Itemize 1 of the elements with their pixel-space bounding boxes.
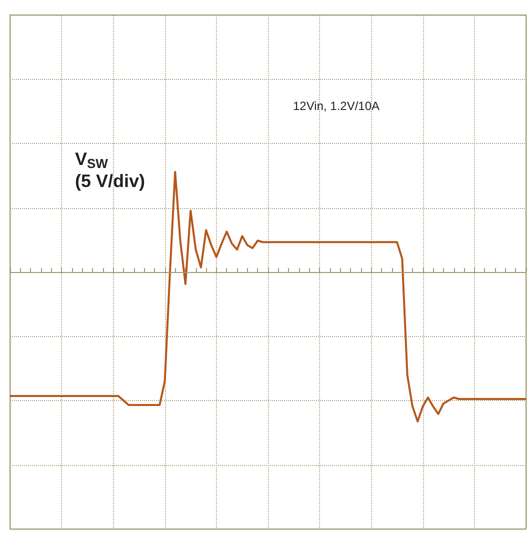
text: 12Vin, 1.2V/10A [293, 99, 380, 113]
